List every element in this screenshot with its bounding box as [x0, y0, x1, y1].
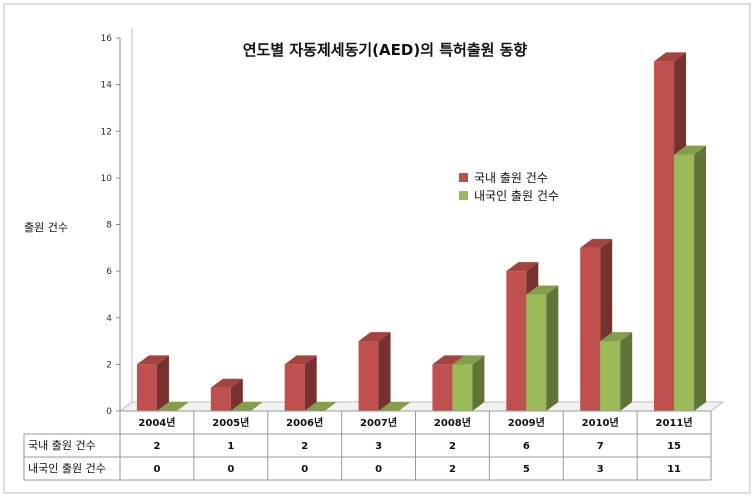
- data-label: 11: [667, 464, 681, 475]
- bar: [304, 402, 337, 411]
- table-row-header: 내국인 출원 건수: [28, 462, 106, 475]
- bar-top: [506, 262, 539, 272]
- data-label: 2: [153, 441, 160, 452]
- bar-top: [580, 238, 613, 248]
- bar-front: [654, 61, 675, 411]
- legend-swatch: [459, 191, 468, 200]
- bar-side: [156, 355, 169, 411]
- bar-front: [580, 247, 601, 411]
- bar-top: [284, 355, 317, 365]
- x-tick-label: 2004년: [138, 416, 175, 429]
- y-tick-label: 14: [101, 81, 113, 91]
- bar: [156, 402, 189, 411]
- y-tick-label: 16: [101, 34, 113, 44]
- bar-front: [452, 364, 473, 411]
- bar-front: [358, 341, 379, 411]
- chart-walls: [118, 29, 725, 412]
- bar: [210, 378, 243, 411]
- x-tick-label: 2011년: [656, 416, 693, 429]
- bar-side: [546, 285, 559, 411]
- bar-front: [432, 364, 453, 411]
- legend-swatch: [459, 173, 468, 182]
- y-tick-label: 8: [106, 221, 112, 231]
- bar-side: [378, 332, 391, 411]
- x-tick-label: 2007년: [360, 416, 397, 429]
- data-label: 15: [667, 441, 681, 452]
- bar-top: [136, 355, 169, 365]
- bar-top: [452, 355, 485, 365]
- bar-side: [304, 355, 317, 411]
- bar-top: [654, 52, 687, 62]
- data-label: 6: [523, 441, 530, 452]
- bar-front: [210, 387, 231, 411]
- y-axis: 0 2 4 6 8 10 12 14 16: [101, 34, 120, 417]
- bar-front: [674, 154, 695, 411]
- x-tick-label: 2005년: [212, 416, 249, 429]
- bar-side: [620, 332, 633, 411]
- bar-top: [378, 402, 411, 411]
- chart-title: 연도별 자동제세동기(AED)의 특허출원 동향: [243, 41, 528, 59]
- y-tick-label: 0: [106, 407, 112, 417]
- data-label: 2: [449, 464, 456, 475]
- data-label: 2: [301, 441, 308, 452]
- bar-side: [472, 355, 485, 411]
- legend-label: 내국인 출원 건수: [474, 189, 559, 203]
- bar: [526, 285, 559, 411]
- bar-top: [600, 332, 633, 342]
- floor: [118, 401, 725, 412]
- bar-top: [156, 402, 189, 411]
- data-label: 5: [523, 464, 530, 475]
- bar: [674, 145, 707, 411]
- x-tick-label: 2009년: [508, 416, 545, 429]
- bar-side: [230, 378, 243, 411]
- y-tick-label: 12: [101, 127, 112, 137]
- bar-side: [694, 145, 707, 411]
- x-tick-label: 2008년: [434, 416, 471, 429]
- bar: [452, 355, 485, 411]
- bar-top: [304, 402, 337, 411]
- bar: [284, 355, 317, 411]
- table-row-header: 국내 출원 건수: [28, 439, 96, 452]
- bar-top: [230, 402, 263, 411]
- bar: [136, 355, 169, 411]
- bar: [358, 332, 391, 411]
- data-label: 1: [227, 441, 234, 452]
- data-label: 0: [301, 464, 308, 475]
- bar-top: [526, 285, 559, 295]
- bar-front: [506, 271, 527, 411]
- y-axis-label: 출원 건수: [24, 221, 68, 234]
- y-tick-label: 10: [101, 174, 113, 184]
- bar-front: [284, 364, 305, 411]
- y-tick-label: 2: [106, 360, 112, 370]
- back-wall: [120, 29, 723, 411]
- bars: [136, 52, 707, 411]
- data-label: 0: [153, 464, 160, 475]
- bar-top: [210, 378, 243, 388]
- bar: [378, 402, 411, 411]
- bar-front: [136, 364, 157, 411]
- data-label: 3: [375, 441, 382, 452]
- data-label: 3: [597, 464, 604, 475]
- data-label: 0: [227, 464, 234, 475]
- data-label: 2: [449, 441, 456, 452]
- bar: [230, 402, 263, 411]
- data-label: 7: [597, 441, 604, 452]
- bar: [600, 332, 633, 411]
- bar-top: [358, 332, 391, 342]
- bar-top: [432, 355, 465, 365]
- y-tick-label: 6: [106, 267, 112, 277]
- bar-top: [674, 145, 707, 155]
- data-label: 0: [375, 464, 382, 475]
- bar-front: [600, 341, 621, 411]
- legend-label: 국내 출원 건수: [474, 171, 548, 185]
- x-tick-label: 2010년: [582, 416, 619, 429]
- data-table: 2004년 2005년 2006년 2007년 2008년 2009년 2010년 2011년…: [23, 410, 712, 481]
- y-tick-label: 4: [106, 314, 112, 324]
- bar-front: [526, 294, 547, 411]
- x-tick-label: 2006년: [286, 416, 323, 429]
